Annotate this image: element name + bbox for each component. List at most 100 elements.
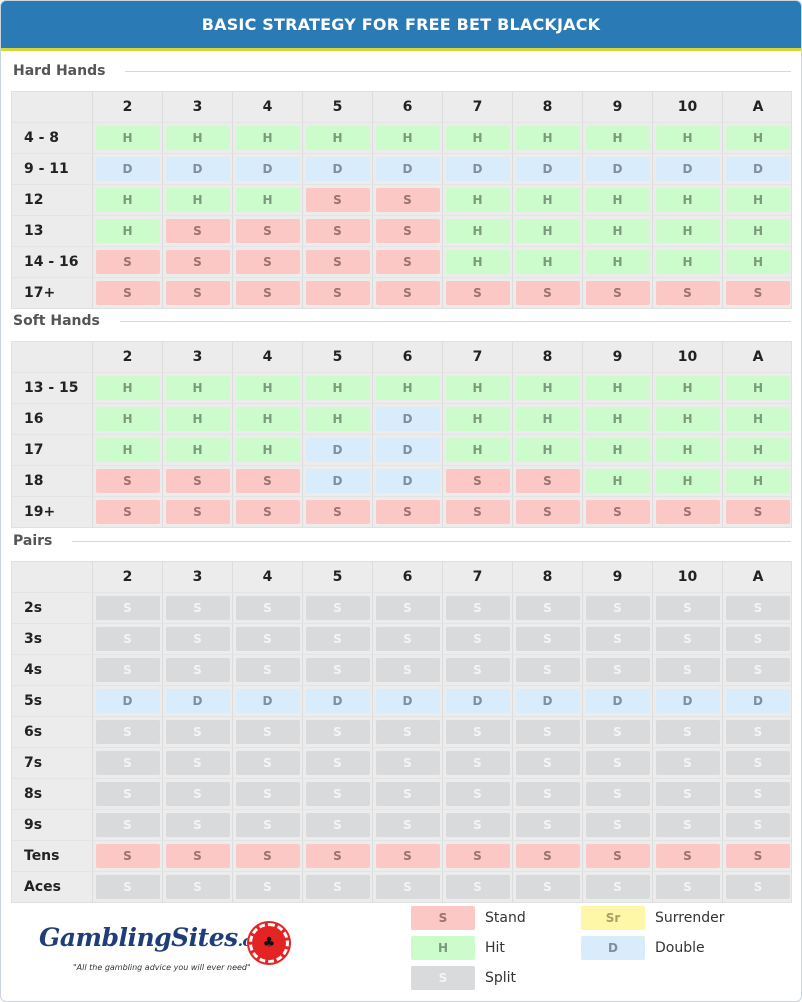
action-chip: H — [445, 376, 510, 400]
strategy-cell: S — [373, 717, 443, 747]
strategy-cell: H — [723, 185, 793, 215]
strategy-cell: H — [163, 185, 233, 215]
strategy-cell: S — [233, 872, 303, 902]
strategy-cell: S — [163, 841, 233, 871]
strategy-cell: H — [93, 435, 163, 465]
action-chip: S — [305, 281, 370, 305]
strategy-cell: S — [163, 593, 233, 623]
strategy-cell: S — [233, 278, 303, 308]
strategy-cell: S — [513, 655, 583, 685]
action-chip: S — [726, 751, 790, 775]
strategy-cell: S — [513, 748, 583, 778]
table-row: 18 S S S D D S S H H H — [12, 466, 791, 497]
dealer-card-header: 5 — [303, 92, 373, 122]
strategy-cell: H — [583, 185, 653, 215]
legend-swatch: S — [411, 906, 475, 930]
strategy-cell: H — [443, 373, 513, 403]
table-row: 5s D D D D D D D D D D — [12, 686, 791, 717]
action-chip: D — [305, 438, 370, 462]
strategy-cell: S — [233, 497, 303, 527]
action-chip: S — [515, 596, 580, 620]
strategy-cell: S — [373, 216, 443, 246]
action-chip: S — [585, 782, 650, 806]
strategy-cell: S — [443, 624, 513, 654]
action-chip: S — [375, 720, 440, 744]
strategy-cell: S — [163, 779, 233, 809]
soft-hands-table: 2 3 4 5 6 7 8 9 10 A 13 - 15 H H H H H H H H H H 16 H H H H D H H H H H… — [11, 341, 792, 528]
strategy-cell: S — [653, 779, 723, 809]
action-chip: H — [726, 188, 790, 212]
action-chip: S — [305, 500, 370, 524]
strategy-cell: S — [303, 717, 373, 747]
strategy-cell: S — [233, 216, 303, 246]
section-soft-hands: Soft Hands — [13, 313, 791, 329]
legend-swatch: Sr — [581, 906, 645, 930]
strategy-cell: S — [163, 717, 233, 747]
strategy-cell: S — [443, 278, 513, 308]
strategy-cell: S — [513, 278, 583, 308]
strategy-cell: H — [513, 216, 583, 246]
strategy-cell: S — [373, 779, 443, 809]
action-chip: S — [165, 627, 230, 651]
action-chip: S — [235, 875, 300, 899]
strategy-cell: S — [373, 497, 443, 527]
action-chip: H — [95, 376, 160, 400]
strategy-cell: S — [373, 593, 443, 623]
action-chip: S — [655, 813, 720, 837]
action-chip: S — [726, 875, 790, 899]
strategy-cell: S — [233, 655, 303, 685]
strategy-cell: S — [373, 841, 443, 871]
action-chip: S — [95, 281, 160, 305]
strategy-cell: S — [513, 466, 583, 496]
strategy-cell: S — [163, 872, 233, 902]
strategy-cell: D — [373, 435, 443, 465]
header-row: 2 3 4 5 6 7 8 9 10 A — [12, 342, 791, 373]
action-chip: H — [655, 250, 720, 274]
action-chip: S — [235, 751, 300, 775]
action-chip: D — [235, 689, 300, 713]
action-chip: D — [305, 157, 370, 181]
strategy-cell: H — [723, 247, 793, 277]
strategy-cell: S — [373, 624, 443, 654]
strategy-cell: H — [653, 185, 723, 215]
action-chip: D — [515, 689, 580, 713]
strategy-cell: D — [373, 686, 443, 716]
action-chip: D — [165, 157, 230, 181]
action-chip: H — [235, 438, 300, 462]
action-chip: S — [585, 281, 650, 305]
action-chip: S — [655, 782, 720, 806]
dealer-card-header: 2 — [93, 562, 163, 592]
legend-item: Sr Surrender — [581, 906, 724, 930]
action-chip: S — [515, 813, 580, 837]
strategy-cell: D — [163, 154, 233, 184]
dealer-card-header: 10 — [653, 562, 723, 592]
strategy-cell: S — [233, 466, 303, 496]
hand-label: 4s — [12, 655, 93, 685]
strategy-cell: S — [723, 748, 793, 778]
action-chip: S — [726, 844, 790, 868]
strategy-cell: H — [723, 373, 793, 403]
action-chip: S — [95, 469, 160, 493]
strategy-cell: H — [653, 247, 723, 277]
strategy-cell: H — [163, 123, 233, 153]
action-chip: S — [95, 813, 160, 837]
hand-label: 12 — [12, 185, 93, 215]
action-chip: S — [165, 813, 230, 837]
action-chip: S — [165, 844, 230, 868]
strategy-cell: S — [513, 810, 583, 840]
action-chip: S — [375, 627, 440, 651]
strategy-cell: D — [653, 686, 723, 716]
strategy-cell: S — [303, 185, 373, 215]
action-chip: S — [235, 844, 300, 868]
action-chip: S — [655, 720, 720, 744]
action-chip: D — [375, 407, 440, 431]
strategy-cell: S — [163, 278, 233, 308]
action-chip: D — [375, 689, 440, 713]
action-chip: D — [375, 157, 440, 181]
table-row: 3s S S S S S S S S S S — [12, 624, 791, 655]
strategy-cell: S — [163, 247, 233, 277]
corner-cell — [12, 562, 93, 592]
strategy-cell: S — [723, 278, 793, 308]
strategy-cell: S — [93, 810, 163, 840]
action-chip: S — [585, 751, 650, 775]
